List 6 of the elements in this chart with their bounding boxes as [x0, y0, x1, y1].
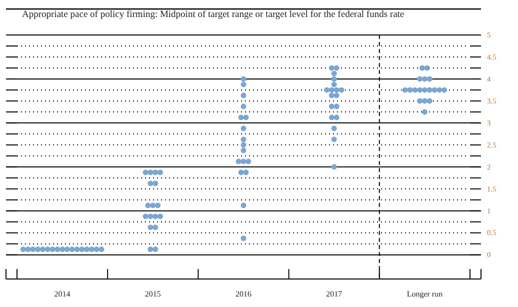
chart-title: Appropriate pace of policy firming: Midpoint of target range or target level for the federal funds rate	[22, 10, 404, 20]
x-tick-label: Longer run	[406, 290, 443, 299]
x-tick-label: 2017	[326, 290, 342, 299]
x-tick-label: 2014	[54, 290, 70, 299]
x-tick-label: 2015	[144, 290, 161, 299]
x-tick-label: 2016	[236, 290, 252, 299]
